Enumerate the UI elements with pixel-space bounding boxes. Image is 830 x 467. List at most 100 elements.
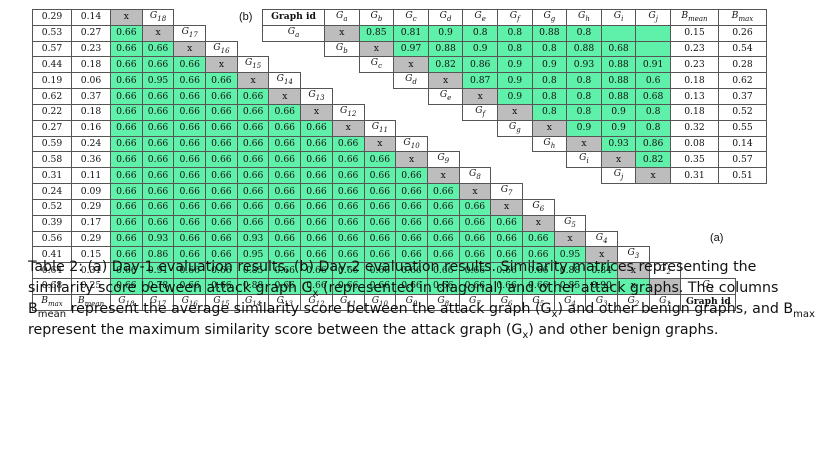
diagonal-mark: x <box>205 56 238 74</box>
table-row: Ga x 0.85 0.81 0.9 0.8 0.8 0.88 0.8 0.15 0.26 <box>262 24 767 42</box>
bmax-cell: 0.59 <box>32 135 72 153</box>
similarity-cell: 0.88 <box>600 56 637 74</box>
similarity-cell: 0.66 <box>110 135 143 153</box>
similarity-cell: 0.88 <box>427 40 464 58</box>
diagonal-label: G6 <box>521 198 555 216</box>
similarity-cell: 0.66 <box>331 246 365 264</box>
table-row: 0.56 0.29 0.66 0.93 0.66 0.66 0.93 0.66 0.66 0.66… <box>32 230 736 248</box>
empty-cell <box>325 73 360 89</box>
row-label: Gj <box>600 167 637 185</box>
empty-cell <box>463 136 498 152</box>
panel-label-a: (a) <box>710 232 724 244</box>
similarity-table-day1: 0.29 0.14 x G18 0.53 0.27 0.66 x G17 0.57 0.23 0.66… <box>32 9 737 311</box>
empty-cell <box>428 168 463 184</box>
empty-cell <box>359 168 394 184</box>
bmax-cell: 0.57 <box>32 40 72 58</box>
similarity-cell: 0.93 <box>236 230 270 248</box>
similarity-cell: 0.93 <box>141 230 175 248</box>
row-label: Gc <box>358 56 395 74</box>
similarity-cell: 0.66 <box>331 230 365 248</box>
empty-cell <box>394 120 429 136</box>
similarity-cell: 0.66 <box>205 246 238 264</box>
empty-cell <box>428 104 463 120</box>
similarity-cell: 0.9 <box>462 40 498 58</box>
similarity-cell: 0.8 <box>566 88 602 105</box>
bmax-cell: 0.57 <box>717 151 767 169</box>
empty-cell <box>325 168 360 184</box>
column-label: G16 <box>173 293 207 311</box>
bmean-cell: 0.36 <box>71 151 111 169</box>
similarity-cell: 0.87 <box>462 72 498 90</box>
similarity-cell: 0.66 <box>395 278 428 295</box>
empty-cell <box>359 136 394 152</box>
diagonal-label: G7 <box>490 183 523 200</box>
bmax-cell: 0.29 <box>32 9 72 26</box>
bmean-cell: 0.23 <box>669 56 719 74</box>
caption-subscript: x <box>522 329 529 341</box>
caption-text: Table 2: (a) Day-1 evaluation results, (… <box>28 259 757 296</box>
empty-cell <box>681 184 736 200</box>
similarity-table-day2: Graph id Ga Gb Gc Gd Ge Gf Gg Gh Gi Gj Bmean Bmax Ga x… <box>262 9 767 185</box>
row-label: Ga <box>262 24 325 42</box>
diagonal-mark: x <box>458 183 492 200</box>
similarity-cell: 0.9 <box>496 56 533 74</box>
similarity-cell: 0.66 <box>236 135 270 153</box>
empty-cell <box>428 136 463 152</box>
diagonal-mark: x <box>331 119 365 137</box>
caption-text: represent the maximum similarity score b… <box>28 322 523 338</box>
table-caption: Table 2: (a) Day-1 evaluation results, (… <box>28 257 818 341</box>
column-header: Gg <box>531 9 568 26</box>
similarity-cell: 0.66 <box>426 246 460 264</box>
empty-cell <box>532 168 567 184</box>
table-row: 0.57 0.23 0.66 0.66 x G16 <box>32 40 736 58</box>
diagonal-label: G11 <box>363 119 397 137</box>
table-row: 0.41 0.15 0.66 0.86 0.66 0.66 0.95 0.66 0.66 0.66… <box>32 246 736 264</box>
similarity-cell: 0.8 <box>566 103 602 121</box>
similarity-cell: 0.66 <box>521 230 555 248</box>
column-header: Graph id <box>262 9 325 26</box>
empty-cell <box>463 120 498 136</box>
diagonal-mark: x <box>462 88 498 105</box>
column-label: G4 <box>553 293 587 311</box>
similarity-cell: 0.66 <box>363 151 397 169</box>
empty-cell <box>263 152 325 168</box>
empty-cell <box>567 168 602 184</box>
empty-cell <box>263 168 325 184</box>
empty-cell <box>174 10 206 26</box>
similarity-cell: 0.66 <box>458 214 492 232</box>
table-row: 0.29 0.14 x G18 <box>32 9 736 26</box>
similarity-cell: 0.66 <box>236 119 270 137</box>
similarity-cell: 0.81 <box>393 24 429 42</box>
empty-cell <box>359 104 394 120</box>
empty-cell <box>325 152 360 168</box>
empty-cell <box>463 168 498 184</box>
similarity-cell: 0.8 <box>531 88 568 105</box>
column-header: Ga <box>324 9 360 26</box>
bmax-cell: 0.24 <box>32 183 72 200</box>
similarity-cell: 0.66 <box>173 88 207 105</box>
similarity-cell: 0.66 <box>426 230 460 248</box>
similarity-cell: 0.66 <box>110 56 143 74</box>
similarity-cell: 0.86 <box>141 246 175 264</box>
similarity-cell: 0.66 <box>458 230 492 248</box>
empty-cell <box>522 184 554 200</box>
diagonal-label: G10 <box>395 135 428 153</box>
table-row: Gh x 0.93 0.86 0.08 0.14 <box>263 135 767 153</box>
empty-cell <box>618 231 650 247</box>
table-row: 0.39 0.17 0.66 0.66 0.66 0.66 0.66 0.66 0.66 0.66… <box>32 214 736 232</box>
bmean-cell: 0.18 <box>71 56 111 74</box>
similarity-cell: 0.66 <box>268 119 302 137</box>
bmean-cell: 0.18 <box>669 103 719 121</box>
similarity-cell: 0.84 <box>585 262 618 280</box>
similarity-cell: 0.66 <box>205 198 238 216</box>
diagonal-mark: x <box>617 262 650 280</box>
diagonal-mark: x <box>395 151 428 169</box>
empty-cell <box>394 152 429 168</box>
row-label: Gg <box>496 119 533 137</box>
diagonal-label: G5 <box>553 214 587 232</box>
similarity-cell: 0.86 <box>635 135 671 153</box>
similarity-cell: 0.66 <box>521 246 555 264</box>
similarity-cell: 0.66 <box>331 135 365 153</box>
similarity-cell: 0.88 <box>566 40 602 58</box>
empty-cell <box>394 168 429 184</box>
